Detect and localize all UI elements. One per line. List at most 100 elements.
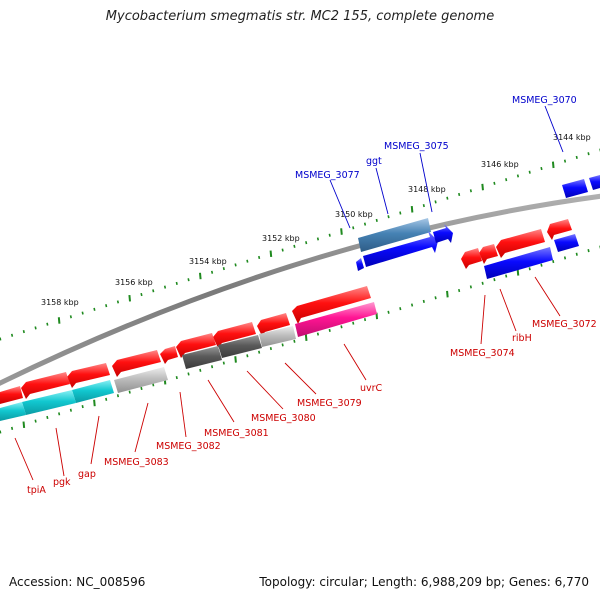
- major-tick: [340, 228, 343, 235]
- label-tpia[interactable]: tpiA: [27, 485, 46, 496]
- label-msmeg-3080[interactable]: MSMEG_3080: [251, 413, 316, 424]
- feature-msmeg-3081[interactable]: [176, 333, 216, 358]
- feature-ribh[interactable]: [496, 229, 545, 258]
- label-pgk[interactable]: pgk: [53, 477, 71, 488]
- feature-msmeg-3074-a[interactable]: [479, 244, 498, 264]
- minor-tick: [187, 372, 190, 376]
- feature-pgk-red[interactable]: [21, 372, 70, 399]
- feature-msmeg-3083-red[interactable]: [112, 350, 161, 377]
- label-msmeg-3070[interactable]: MSMEG_3070: [512, 95, 577, 106]
- feature-tpia-red[interactable]: [0, 386, 23, 404]
- feature-msmeg-3072[interactable]: [547, 219, 572, 240]
- label-msmeg-3075[interactable]: MSMEG_3075: [384, 141, 449, 152]
- minor-tick: [458, 192, 461, 197]
- minor-tick: [105, 397, 108, 401]
- minor-tick: [69, 408, 72, 412]
- minor-tick: [352, 226, 355, 230]
- minor-tick: [575, 155, 578, 159]
- minor-tick: [222, 361, 225, 365]
- minor-tick: [152, 289, 155, 293]
- major-tick: [93, 399, 96, 407]
- minor-tick: [0, 430, 2, 434]
- minor-tick: [528, 170, 531, 174]
- minor-tick: [140, 292, 143, 297]
- label-msmeg-3081[interactable]: MSMEG_3081: [204, 428, 269, 439]
- label-msmeg-3072[interactable]: MSMEG_3072: [532, 319, 597, 330]
- label-ribh[interactable]: ribH: [512, 333, 532, 344]
- feature-msmeg-3073[interactable]: [484, 247, 553, 279]
- feature-msmeg-3074[interactable]: [461, 248, 482, 269]
- minor-tick: [10, 426, 14, 430]
- feature-msmeg-3081c[interactable]: [218, 335, 262, 358]
- reverse-gene-labels: MSMEG_3072 ribH MSMEG_3074 uvrC MSMEG_30…: [14, 276, 597, 496]
- minor-tick: [281, 248, 284, 252]
- minor-tick: [10, 333, 14, 337]
- minor-tick: [375, 218, 378, 222]
- feature-msmeg-3080b[interactable]: [213, 322, 256, 348]
- label-msmeg-3083[interactable]: MSMEG_3083: [104, 457, 169, 468]
- major-tick: [22, 421, 26, 429]
- minor-tick: [316, 332, 320, 336]
- feature-ggt[interactable]: [358, 218, 431, 252]
- feature-msmeg-3077[interactable]: [356, 258, 364, 271]
- feature-msmeg-3076[interactable]: [433, 224, 453, 243]
- minor-tick: [22, 330, 25, 334]
- feature-msmeg-3070[interactable]: [562, 179, 588, 198]
- label-msmeg-3082[interactable]: MSMEG_3082: [156, 441, 221, 452]
- minor-tick: [175, 281, 178, 285]
- feature-msmeg-3071[interactable]: [589, 175, 600, 190]
- feature-msmeg-3082b[interactable]: [160, 346, 178, 364]
- minor-tick: [410, 303, 414, 307]
- feature-tpia[interactable]: [0, 402, 26, 421]
- minor-tick: [316, 237, 320, 241]
- feature-pgk[interactable]: [22, 390, 76, 415]
- minor-tick: [34, 326, 37, 330]
- minor-tick: [352, 321, 355, 325]
- tick-label-3148: 3148 kbp: [408, 185, 446, 194]
- feature-uvrc[interactable]: [292, 286, 371, 324]
- feature-msmeg-3083[interactable]: [114, 367, 168, 393]
- minor-tick: [0, 337, 2, 341]
- reverse-strand-features: [0, 219, 572, 421]
- feature-msmeg-3079[interactable]: [295, 302, 377, 337]
- major-tick: [410, 206, 414, 213]
- major-tick: [446, 290, 449, 298]
- minor-tick: [246, 354, 249, 358]
- tick-label-3146: 3146 kbp: [481, 160, 519, 169]
- label-msmeg-3079[interactable]: MSMEG_3079: [297, 398, 362, 409]
- minor-tick: [116, 394, 120, 398]
- minor-tick: [540, 263, 543, 267]
- minor-tick: [328, 328, 331, 332]
- feature-gap[interactable]: [72, 380, 114, 403]
- major-tick: [551, 161, 555, 169]
- label-msmeg-3074[interactable]: MSMEG_3074: [450, 348, 515, 359]
- tick-marks: [22, 161, 555, 429]
- minor-tick: [234, 263, 237, 267]
- feature-gap-red[interactable]: [67, 363, 110, 388]
- minor-tick: [540, 166, 543, 171]
- label-uvrc[interactable]: uvrC: [360, 383, 383, 394]
- feature-msmeg-3081b[interactable]: [259, 326, 296, 347]
- forward-gene-labels: MSMEG_3070 MSMEG_3075 ggt MSMEG_3077: [295, 95, 577, 229]
- feature-msmeg-3072-fwd[interactable]: [554, 234, 579, 252]
- major-tick: [516, 269, 520, 276]
- tick-label-3144: 3144 kbp: [553, 133, 591, 142]
- label-ggt[interactable]: ggt: [366, 156, 382, 167]
- major-tick: [128, 294, 132, 302]
- minor-tick: [163, 285, 167, 289]
- minor-tick: [210, 365, 214, 369]
- minor-tick: [34, 419, 37, 423]
- minor-tick: [58, 412, 61, 416]
- major-tick: [234, 356, 237, 363]
- label-msmeg-3077[interactable]: MSMEG_3077: [295, 170, 360, 181]
- feature-msmeg-3075[interactable]: [363, 231, 438, 267]
- label-gap[interactable]: gap: [78, 469, 96, 480]
- minor-tick: [93, 307, 96, 311]
- minor-tick: [175, 376, 178, 380]
- major-tick: [269, 250, 273, 258]
- tick-label-3152: 3152 kbp: [262, 234, 300, 243]
- feature-msmeg-3080[interactable]: [257, 313, 290, 336]
- feature-msmeg-3082[interactable]: [182, 346, 222, 369]
- genome-backbone: [0, 193, 600, 386]
